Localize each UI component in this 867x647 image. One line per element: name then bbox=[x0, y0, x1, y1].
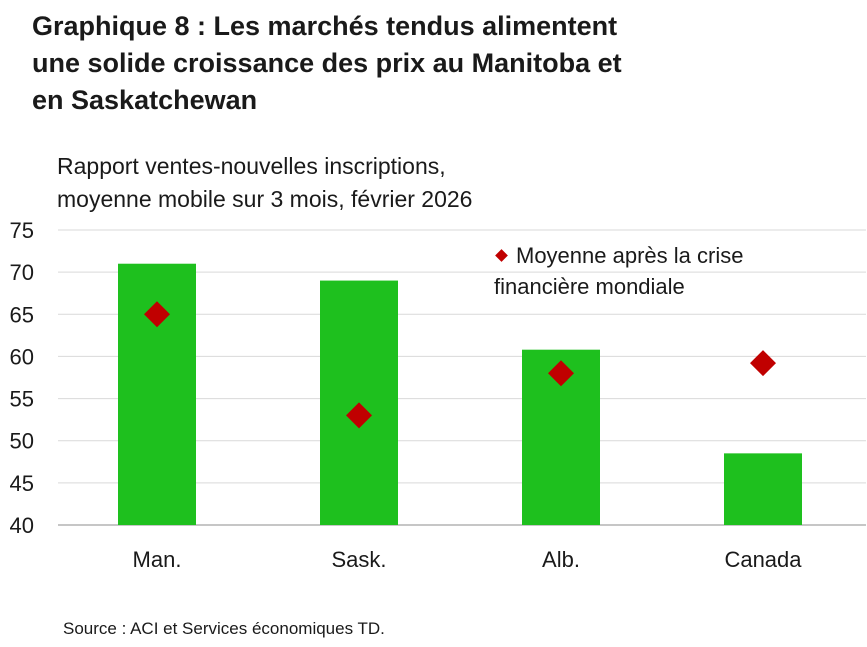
y-tick-label: 70 bbox=[10, 260, 34, 285]
chart-plot: 40 45 50 55 60 65 70 75 Man. Sask. Alb. Canada bbox=[10, 218, 866, 572]
x-tick-label: Canada bbox=[724, 547, 802, 572]
title-line-3: en Saskatchewan bbox=[32, 85, 258, 115]
bars bbox=[118, 263, 802, 525]
source-note: Source : ACI et Services économiques TD. bbox=[63, 619, 385, 638]
legend-line-1: Moyenne après la crise bbox=[516, 243, 744, 268]
legend-label: Moyenne après la crise financière mondia… bbox=[494, 240, 744, 302]
y-tick-label: 55 bbox=[10, 387, 34, 412]
legend-line-2: financière mondiale bbox=[494, 274, 685, 299]
x-axis-labels: Man. Sask. Alb. Canada bbox=[133, 547, 803, 572]
subtitle-line-1: Rapport ventes-nouvelles inscriptions, bbox=[57, 153, 446, 179]
x-tick-label: Alb. bbox=[542, 547, 580, 572]
legend-entry: Moyenne après la crise financière mondia… bbox=[494, 240, 743, 302]
y-tick-label: 50 bbox=[10, 429, 34, 454]
marker-point bbox=[144, 301, 170, 328]
x-tick-label: Sask. bbox=[331, 547, 386, 572]
marker-point bbox=[750, 350, 776, 377]
y-tick-label: 60 bbox=[10, 344, 34, 369]
chart-title: Graphique 8 : Les marchés tendus aliment… bbox=[32, 8, 852, 119]
title-line-2: une solide croissance des prix au Manito… bbox=[32, 48, 622, 78]
y-tick-label: 40 bbox=[10, 513, 34, 538]
y-tick-label: 65 bbox=[10, 302, 34, 327]
y-tick-label: 45 bbox=[10, 471, 34, 496]
title-line-1: Graphique 8 : Les marchés tendus aliment… bbox=[32, 11, 618, 41]
y-axis-ticks: 40 45 50 55 60 65 70 75 bbox=[10, 218, 34, 538]
legend: Moyenne après la crise financière mondia… bbox=[494, 240, 743, 302]
y-tick-label: 75 bbox=[10, 218, 34, 243]
marker-point bbox=[346, 402, 372, 429]
markers bbox=[144, 301, 776, 429]
bar bbox=[724, 453, 802, 525]
chart-subtitle: Rapport ventes-nouvelles inscriptions, m… bbox=[57, 150, 472, 216]
marker-point bbox=[548, 360, 574, 387]
legend-diamond-icon bbox=[495, 249, 508, 262]
x-tick-label: Man. bbox=[133, 547, 182, 572]
subtitle-line-2: moyenne mobile sur 3 mois, février 2026 bbox=[57, 186, 473, 212]
